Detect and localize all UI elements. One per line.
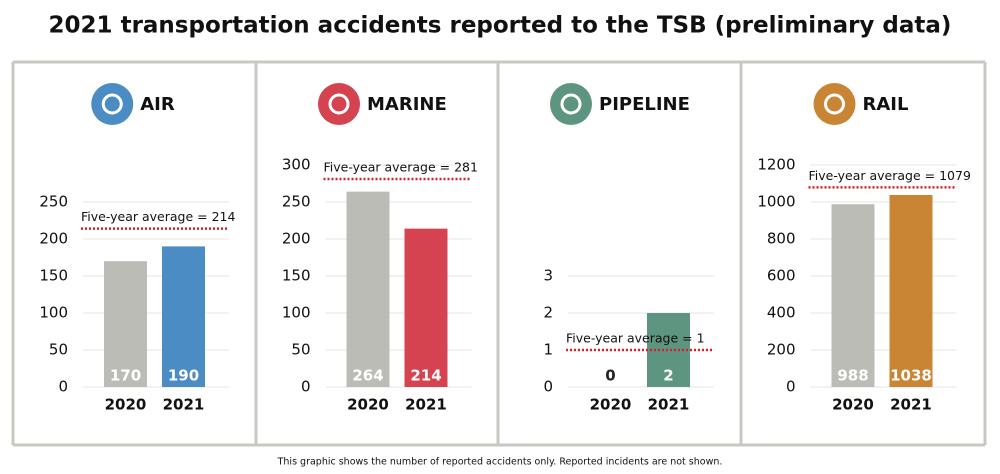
y-tick-label: 1	[543, 341, 553, 359]
panel-title: MARINE	[367, 94, 447, 115]
value-label: 1038	[890, 367, 932, 385]
value-label: 170	[110, 367, 141, 385]
category-icon	[550, 83, 592, 125]
page-title: 2021 transportation accidents reported t…	[49, 13, 952, 39]
x-tick-label: 2020	[590, 396, 632, 414]
x-tick-label: 2020	[347, 396, 389, 414]
category-icon	[91, 83, 134, 125]
y-tick-label: 800	[767, 230, 796, 248]
y-tick-label: 200	[282, 230, 311, 248]
y-tick-label: 250	[282, 193, 311, 211]
average-label: Five-year average = 214	[81, 209, 235, 224]
panel-title: AIR	[140, 94, 175, 115]
y-tick-label: 250	[39, 193, 68, 211]
icon-glyph	[101, 93, 123, 115]
footnote: This graphic shows the number of reporte…	[277, 457, 723, 468]
average-label: Five-year average = 281	[324, 160, 478, 175]
y-tick-label: 200	[39, 230, 68, 248]
average-label: Five-year average = 1079	[809, 168, 971, 183]
bar	[162, 246, 205, 387]
y-tick-label: 600	[767, 267, 796, 285]
y-tick-label: 100	[282, 304, 311, 322]
value-label: 264	[352, 367, 383, 385]
y-tick-label: 0	[301, 378, 311, 396]
x-tick-label: 2021	[890, 396, 932, 414]
bar	[404, 228, 448, 387]
y-tick-label: 2	[543, 304, 553, 322]
icon-glyph	[824, 93, 845, 115]
panel-title: RAIL	[863, 94, 909, 115]
average-label: Five-year average = 1	[566, 331, 705, 346]
bar	[831, 204, 875, 387]
value-label: 988	[837, 367, 868, 385]
x-tick-label: 2020	[832, 396, 874, 414]
y-tick-label: 50	[49, 341, 68, 359]
y-tick-label: 150	[39, 267, 68, 285]
y-tick-label: 300	[282, 156, 311, 174]
value-label: 190	[168, 367, 199, 385]
y-tick-label: 1200	[757, 156, 795, 174]
y-tick-label: 0	[786, 378, 796, 396]
x-tick-label: 2021	[163, 396, 205, 414]
y-tick-label: 200	[767, 341, 796, 359]
y-tick-label: 400	[767, 304, 796, 322]
x-tick-label: 2021	[405, 396, 447, 414]
bar	[346, 191, 390, 387]
bar	[104, 261, 147, 387]
y-tick-label: 3	[543, 267, 553, 285]
category-icon	[813, 83, 856, 125]
y-tick-label: 1000	[757, 193, 795, 211]
x-tick-label: 2021	[648, 396, 690, 414]
y-tick-label: 0	[543, 378, 553, 396]
y-tick-label: 50	[291, 341, 310, 359]
y-tick-label: 150	[282, 267, 311, 285]
x-tick-label: 2020	[105, 396, 147, 414]
y-tick-label: 100	[39, 304, 68, 322]
value-label: 214	[410, 367, 441, 385]
y-tick-label: 0	[58, 378, 68, 396]
panel-title: PIPELINE	[599, 94, 690, 115]
value-label: 2	[663, 367, 673, 385]
icon-glyph	[328, 93, 350, 115]
bar	[889, 194, 933, 387]
category-icon	[318, 83, 360, 125]
value-label: 0	[605, 367, 615, 385]
icon-glyph	[560, 93, 582, 115]
